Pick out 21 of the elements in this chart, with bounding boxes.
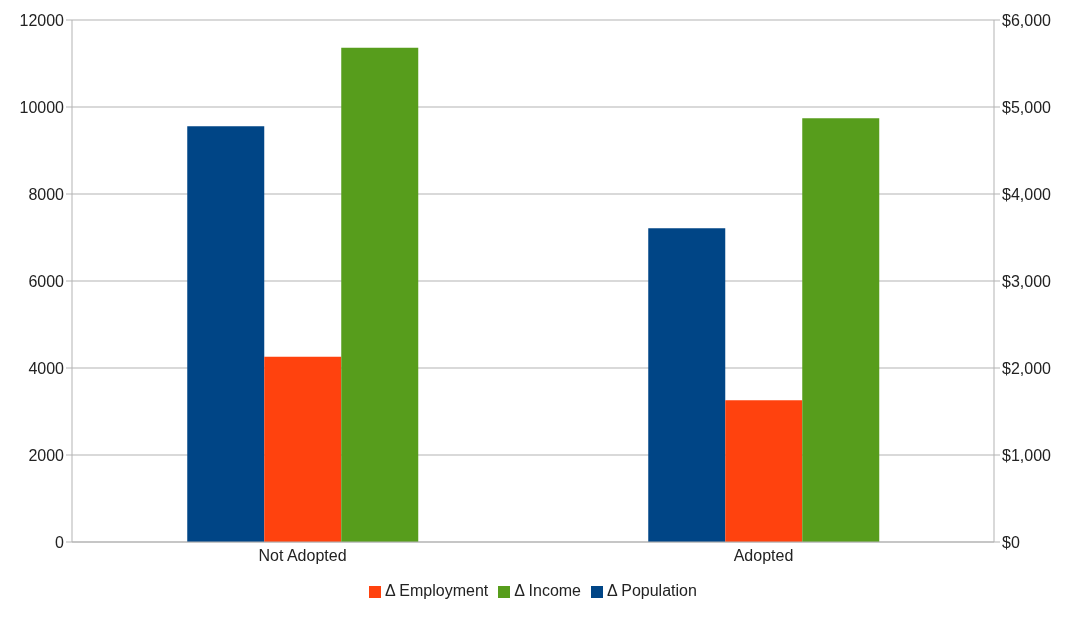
y-tick-label: 8000 <box>28 185 65 203</box>
x-tick-label: Adopted <box>733 547 794 565</box>
y-tick-label: 2000 <box>28 446 65 464</box>
y2-tick-label: $1,000 <box>1002 446 1052 464</box>
y2-tick-label: $5,000 <box>1002 98 1052 116</box>
y2-tick-label: $3,000 <box>1002 272 1052 290</box>
bar <box>187 126 265 542</box>
legend-label: Δ Income <box>514 582 581 599</box>
legend-label: Δ Employment <box>385 582 489 599</box>
y-tick-label: 4000 <box>28 359 65 377</box>
x-tick-label: Not Adopted <box>258 547 347 565</box>
y2-tick-label: $0 <box>1002 533 1020 551</box>
bar <box>648 228 726 542</box>
legend-label: Δ Population <box>607 582 697 599</box>
y2-tick-label: $2,000 <box>1002 359 1052 377</box>
y-tick-label: 0 <box>55 533 65 551</box>
y-tick-label: 6000 <box>28 272 65 290</box>
y2-tick-label: $6,000 <box>1002 11 1052 29</box>
y-tick-label: 10000 <box>19 98 65 116</box>
y-tick-label: 12000 <box>19 11 65 29</box>
y2-tick-label: $4,000 <box>1002 185 1052 203</box>
